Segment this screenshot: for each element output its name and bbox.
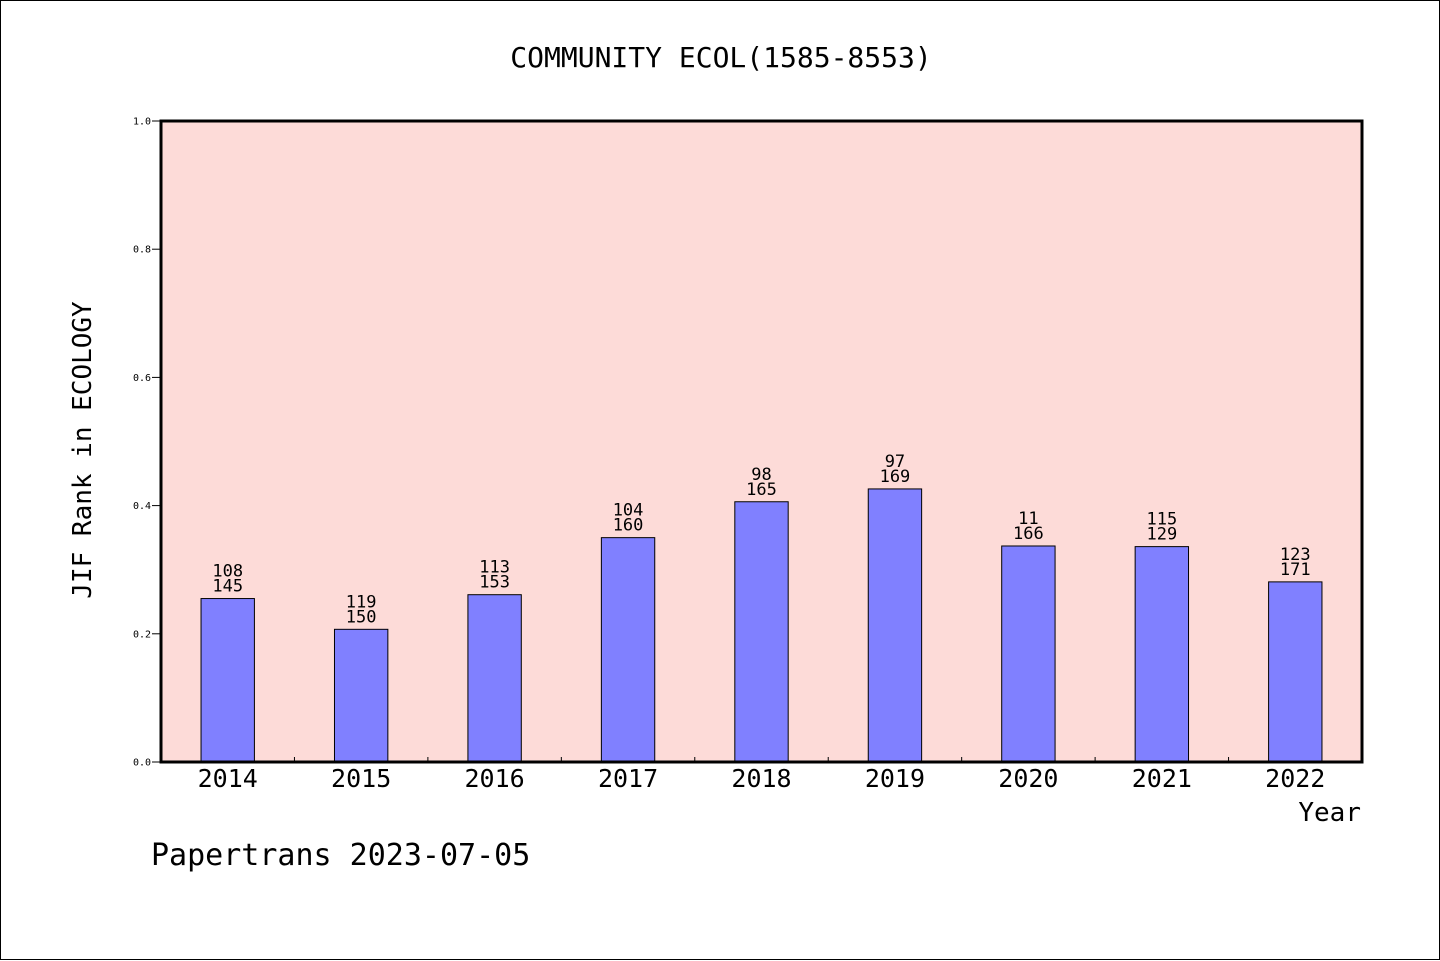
bar-total-label: 169	[880, 467, 911, 487]
bar-rank-label: 104	[613, 501, 644, 521]
x-tick-label: 2014	[198, 764, 258, 793]
x-tick-label: 2018	[731, 764, 791, 793]
y-axis-label: JIF Rank in ECOLOGY	[68, 301, 98, 599]
x-tick-label: 2020	[998, 764, 1058, 793]
x-tick-label: 2017	[598, 764, 658, 793]
bar-rank-label: 97	[885, 452, 905, 472]
bar-2020	[1001, 545, 1056, 763]
x-tick-label: 2019	[865, 764, 925, 793]
y-tick-label: 0.0	[133, 758, 151, 769]
x-tick-label: 2016	[465, 764, 525, 793]
bar-total-label: 150	[346, 607, 377, 627]
bar-2022	[1268, 581, 1323, 763]
bar-2015	[333, 628, 389, 763]
bar-rank-label: 98	[751, 465, 771, 485]
bar-2016	[467, 594, 522, 763]
bar-2014	[200, 598, 255, 763]
y-tick-label: 1.0	[133, 117, 151, 128]
bar-rank-label: 115	[1146, 510, 1177, 530]
x-tick-label: 2021	[1132, 764, 1192, 793]
bar-2021	[1134, 546, 1190, 763]
x-axis-label: Year	[1298, 798, 1361, 828]
bar-total-label: 160	[613, 516, 644, 536]
bar-total-label: 153	[479, 573, 510, 593]
bar-rank-label: 123	[1280, 545, 1311, 565]
y-axis-ticks: 0.0 0.2 0.4 0.6 0.8 1.0	[133, 117, 161, 769]
bar-total-label: 171	[1280, 560, 1311, 580]
bars-group	[200, 488, 1323, 763]
bar-2018	[734, 501, 789, 763]
x-tick-label: 2022	[1265, 764, 1325, 793]
bar-total-label: 166	[1013, 524, 1044, 544]
bar-total-label: 165	[746, 480, 777, 500]
watermark-text: Papertrans 2023-07-05	[151, 838, 530, 873]
y-tick-label: 0.2	[133, 629, 151, 640]
plot-border	[159, 119, 1364, 764]
bar-total-label: 145	[212, 577, 243, 597]
bar-total-label: 129	[1146, 525, 1177, 545]
bar-rank-label: 113	[479, 558, 510, 578]
chart-title: COMMUNITY ECOL(1585-8553)	[510, 41, 931, 74]
bar-2017	[600, 537, 656, 763]
bar-2019	[867, 488, 923, 763]
x-axis-ticks: 2014 2015 2016 2017 2018 2019 2020 2021 2022	[198, 757, 1325, 793]
bar-rank-label: 108	[212, 562, 243, 582]
y-tick-label: 0.6	[133, 373, 151, 384]
y-tick-label: 0.4	[133, 501, 151, 512]
x-tick-label: 2015	[331, 764, 391, 793]
bar-rank-label: 119	[346, 592, 377, 612]
y-tick-label: 0.8	[133, 245, 151, 256]
bar-rank-label: 11	[1018, 509, 1038, 529]
